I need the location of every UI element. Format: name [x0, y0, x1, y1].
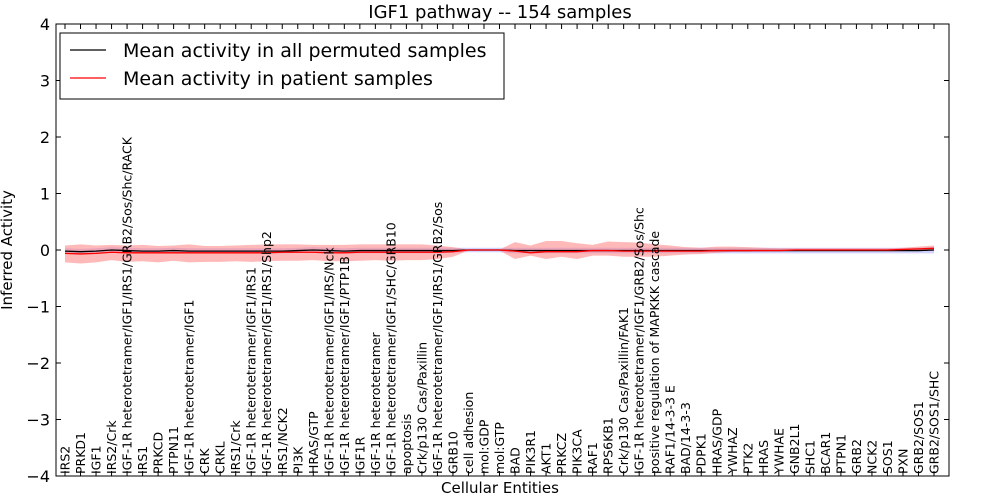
x-category-label: PRKD1	[73, 432, 88, 474]
x-category-label: BAD	[508, 447, 523, 474]
x-category-label: Crk/p130 Cas/Paxillin	[414, 342, 429, 474]
x-category-label: PDPK1	[694, 433, 709, 474]
x-category-label: cell adhesion	[461, 392, 476, 474]
x-category-label: GRB2/SOS1/SHC	[927, 371, 942, 474]
x-category-label: IGF-1R heterotetramer/IGF1/GRB2/Sos/Shc	[632, 207, 647, 474]
x-category-label: SOS1	[880, 440, 895, 474]
x-category-label: BAD/14-3-3	[678, 402, 693, 474]
x-category-label: IGF-1R heterotetramer/IGF1	[182, 300, 197, 474]
y-ticks: −4 −3 −2 −1 0 1 2 3 4	[26, 15, 949, 486]
x-category-label: apoptosis	[399, 414, 414, 474]
x-category-label: PTK2	[740, 443, 755, 474]
y-tick-label: −1	[26, 298, 50, 317]
x-category-label: PTPN1	[833, 434, 848, 474]
x-category-label: HRAS/GTP	[306, 411, 321, 474]
x-category-label: IRS1	[135, 446, 150, 474]
x-category-label: Crk/p130 Cas/Paxillin/FAK1	[616, 307, 631, 474]
y-tick-label: −2	[26, 354, 50, 373]
x-category-label: PRKCD	[151, 432, 166, 474]
x-category-label: IRS1/NCK2	[275, 407, 290, 474]
x-category-label: IRS2	[58, 446, 73, 474]
x-category-labels: IRS2 PRKD1 IGF1 IRS2/Crk IGF-1R heterotetram…	[58, 24, 942, 476]
x-category-label: GNB2L1	[787, 424, 802, 474]
x-category-label: RPS6KB1	[601, 417, 616, 474]
x-category-label: GRB10	[445, 431, 460, 474]
x-category-label: PTPN11	[166, 426, 181, 474]
legend-box	[59, 32, 505, 100]
y-tick-label: 3	[40, 72, 50, 91]
x-category-label: IRS1/Crk	[228, 420, 243, 474]
x-category-label: IGF-1R heterotetramer/IGF1/IRS1/GRB2/Sos	[430, 202, 445, 474]
plot-layer	[64, 240, 935, 264]
x-category-label: IGF1	[89, 445, 104, 474]
x-category-label: PRKCZ	[554, 433, 569, 474]
x-category-label: SHC1	[802, 440, 817, 474]
x-category-label: RAF1/14-3-3 E	[663, 385, 678, 474]
x-category-label: NCK2	[864, 440, 879, 474]
x-category-label: PIK3R1	[523, 430, 538, 474]
series-line-1	[64, 247, 935, 255]
x-category-label: GRB2/SOS1	[911, 401, 926, 474]
x-category-label: PXN	[895, 449, 910, 474]
x-category-label: BCAR1	[818, 432, 833, 474]
x-category-label: IGF1R	[352, 436, 367, 474]
x-category-label: positive regulation of MAPKKK cascade	[647, 231, 662, 474]
x-category-label: HRAS	[756, 440, 771, 474]
x-category-label: mol:GDP	[476, 419, 491, 474]
x-category-label: YWHAE	[771, 428, 786, 475]
y-tick-label: 0	[40, 241, 50, 260]
x-category-label: PIK3CA	[570, 429, 585, 474]
x-category-label: GRB2	[849, 439, 864, 474]
x-axis-title: Cellular Entities	[441, 479, 559, 497]
y-tick-label: −4	[26, 467, 50, 486]
x-category-label: IGF-1R heterotetramer/IGF1/IRS/Nck	[321, 247, 336, 474]
legend-label-patient: Mean activity in patient samples	[123, 68, 433, 90]
x-category-label: CRK	[197, 448, 212, 474]
y-tick-label: 1	[40, 185, 50, 204]
chart-title: IGF1 pathway -- 154 samples	[368, 2, 631, 23]
x-category-label: HRAS/GDP	[709, 408, 724, 474]
x-category-label: IGF-1R heterotetramer/IGF1/IRS1/Shp2	[259, 231, 274, 474]
x-category-label: IGF-1R heterotetramer/IGF1/PTP1B	[337, 256, 352, 474]
x-category-label: IRS2/Crk	[104, 420, 119, 474]
x-category-label: PI3K	[290, 446, 305, 474]
x-category-label: mol:GTP	[492, 422, 507, 474]
x-category-label: YWHAZ	[725, 427, 740, 475]
y-axis-title: Inferred Activity	[0, 190, 16, 310]
x-category-label: IGF-1R heterotetramer	[368, 331, 383, 474]
legend: Mean activity in all permuted samples Me…	[59, 32, 505, 100]
y-tick-label: 2	[40, 128, 50, 147]
x-category-label: AKT1	[539, 443, 554, 474]
y-tick-label: −3	[26, 411, 50, 430]
x-category-label: IGF-1R heterotetramer/IGF1/IRS1/GRB2/Sos…	[120, 136, 135, 474]
x-category-label: IGF-1R heterotetramer/IGF1/SHC/GRB10	[383, 222, 398, 474]
x-category-label: IGF-1R heterotetramer/IGF1/IRS1	[244, 267, 259, 474]
series-band-1	[65, 240, 934, 264]
y-tick-label: 4	[40, 15, 50, 34]
legend-label-permuted: Mean activity in all permuted samples	[123, 40, 486, 62]
x-category-label: CRKL	[213, 441, 228, 474]
x-category-label: RAF1	[585, 442, 600, 474]
